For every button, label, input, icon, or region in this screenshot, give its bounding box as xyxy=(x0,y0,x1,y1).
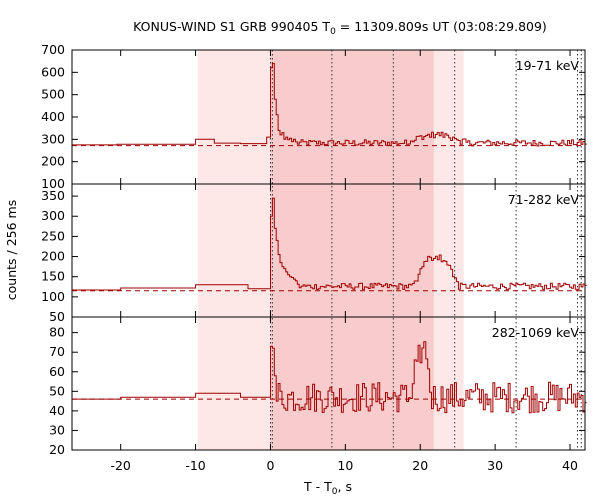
panel-frame-2 xyxy=(71,316,586,451)
panel-0: 100 200 300 400 500 600 700 19-71 keV xyxy=(41,42,587,191)
y-tick-label: 50 xyxy=(49,383,65,398)
y-tick-label: 100 xyxy=(41,176,65,191)
y-tick-label: 400 xyxy=(41,109,65,124)
y-tick-label: 60 xyxy=(49,364,65,379)
energy-band-label: 71-282 keV xyxy=(508,192,580,207)
y-tick-label: 70 xyxy=(49,344,65,359)
y-tick-label: 30 xyxy=(49,422,65,437)
y-tick-label: 80 xyxy=(49,325,65,340)
y-tick-label: 20 xyxy=(49,442,65,457)
x-tick-label: 40 xyxy=(562,458,578,473)
x-tick-label: 30 xyxy=(487,458,503,473)
x-axis-ticks: -20 -10 0 10 20 30 40 xyxy=(110,50,578,473)
y-tick-label: 200 xyxy=(41,249,65,264)
y-tick-label: 500 xyxy=(41,87,65,102)
x-tick-label: 10 xyxy=(337,458,353,473)
panel-frames xyxy=(71,49,586,451)
y-axis-label: counts / 256 ms xyxy=(4,200,19,300)
panel-1: 50 100 150 200 250 300 350 71-282 keV xyxy=(41,188,587,324)
y-tick-label: 350 xyxy=(41,188,65,203)
panel-2: 20 30 40 50 60 70 80 282-1069 keV xyxy=(49,325,587,457)
shaded-intervals xyxy=(197,50,464,450)
x-tick-label: -20 xyxy=(110,458,130,473)
light-curve xyxy=(72,197,587,291)
energy-band-label: 19-71 keV xyxy=(516,58,580,73)
y-tick-label: 200 xyxy=(41,154,65,169)
energy-band-label: 282-1069 keV xyxy=(492,325,580,340)
y-tick-label: 300 xyxy=(41,131,65,146)
panels: 100 200 300 400 500 600 700 19-71 keV 50 100 150 20… xyxy=(41,42,587,457)
y-tick-label: 100 xyxy=(41,289,65,304)
y-tick-label: 700 xyxy=(41,42,65,57)
y-tick-label: 250 xyxy=(41,228,65,243)
x-axis-label: T - T0, s xyxy=(303,479,352,497)
x-tick-label: -10 xyxy=(185,458,205,473)
y-tick-label: 50 xyxy=(49,309,65,324)
chart-title: KONUS-WIND S1 GRB 990405 T0 = 11309.809s… xyxy=(133,19,547,37)
y-tick-label: 600 xyxy=(41,64,65,79)
y-tick-label: 300 xyxy=(41,208,65,223)
y-tick-label: 150 xyxy=(41,269,65,284)
y-tick-label: 40 xyxy=(49,403,65,418)
x-tick-label: 20 xyxy=(412,458,428,473)
light-curve xyxy=(72,62,587,147)
x-tick-label: 0 xyxy=(266,458,274,473)
shaded-band-1 xyxy=(270,50,434,450)
light-curve xyxy=(72,341,587,414)
